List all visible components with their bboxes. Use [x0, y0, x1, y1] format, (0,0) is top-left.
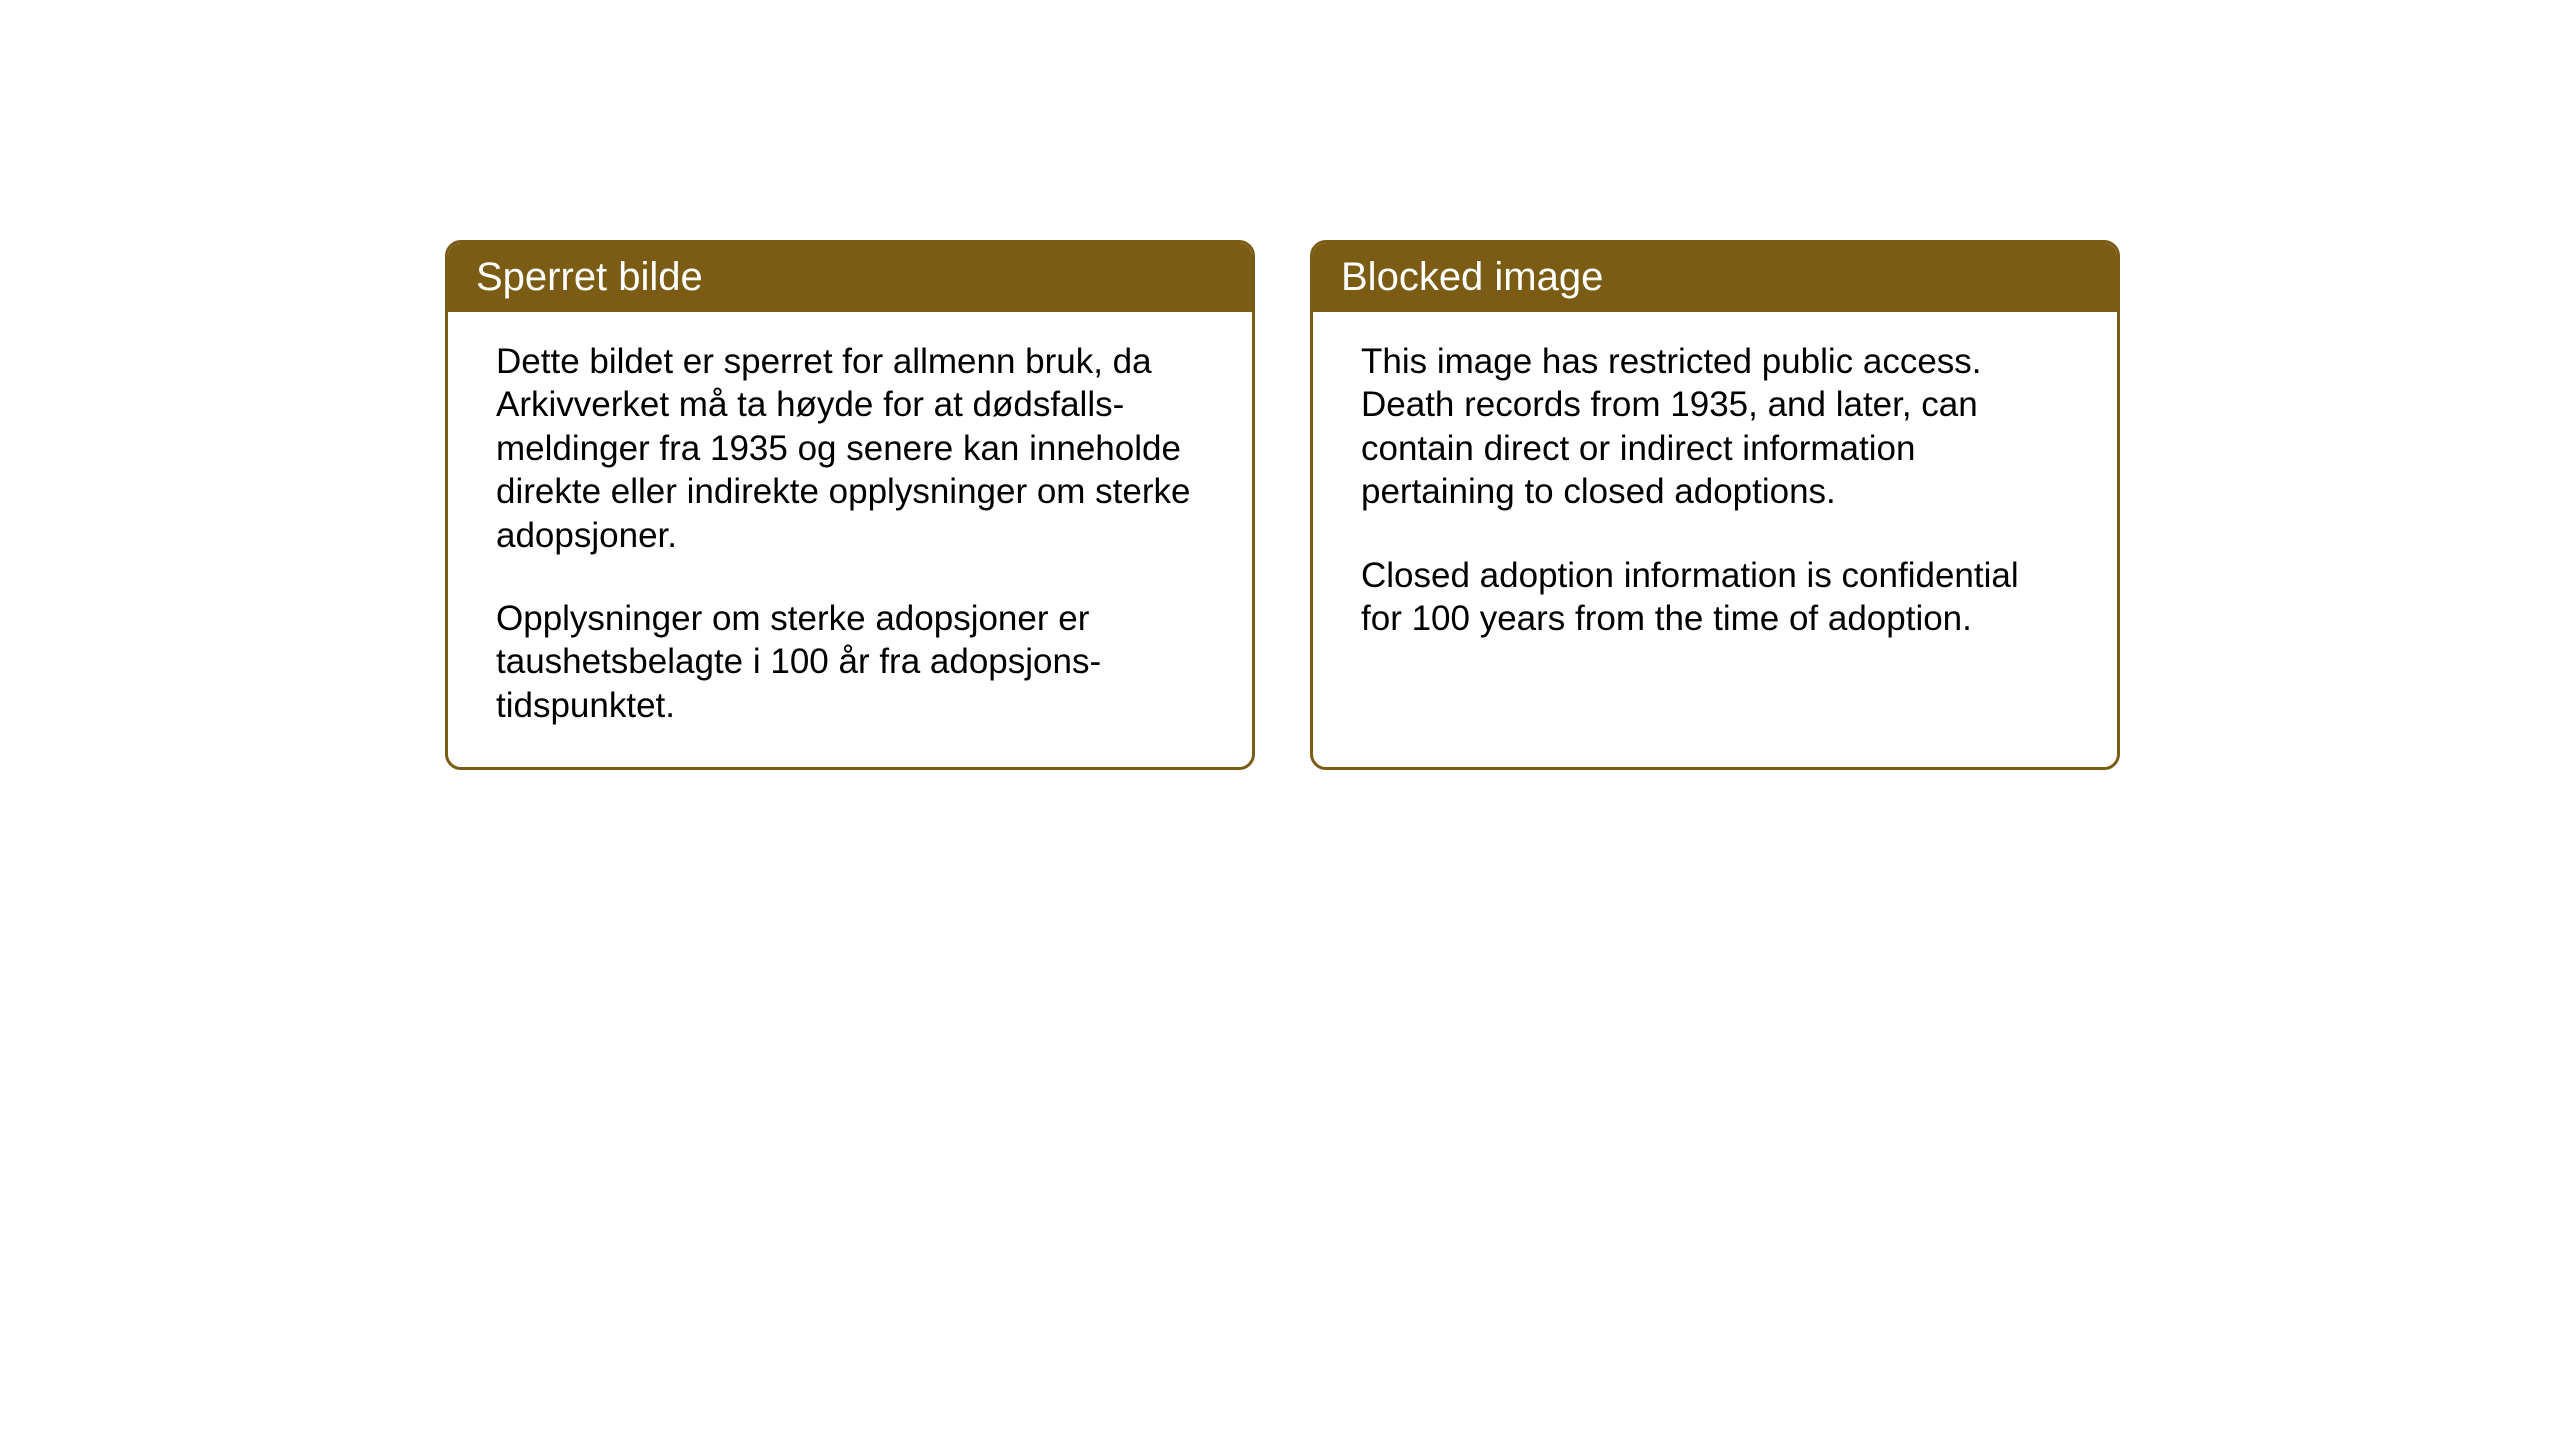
notice-paragraph-1-english: This image has restricted public access.…	[1361, 340, 2069, 514]
notice-title-norwegian: Sperret bilde	[476, 255, 703, 299]
notice-box-english: Blocked image This image has restricted …	[1310, 240, 2120, 770]
notice-title-english: Blocked image	[1341, 255, 1603, 299]
notice-box-norwegian: Sperret bilde Dette bildet er sperret fo…	[445, 240, 1255, 770]
notice-container: Sperret bilde Dette bildet er sperret fo…	[445, 240, 2120, 770]
notice-body-english: This image has restricted public access.…	[1313, 312, 2117, 752]
notice-paragraph-2-norwegian: Opplysninger om sterke adopsjoner er tau…	[496, 597, 1204, 727]
notice-header-english: Blocked image	[1313, 243, 2117, 312]
notice-body-norwegian: Dette bildet er sperret for allmenn bruk…	[448, 312, 1252, 767]
notice-header-norwegian: Sperret bilde	[448, 243, 1252, 312]
notice-paragraph-2-english: Closed adoption information is confident…	[1361, 554, 2069, 641]
notice-paragraph-1-norwegian: Dette bildet er sperret for allmenn bruk…	[496, 340, 1204, 557]
